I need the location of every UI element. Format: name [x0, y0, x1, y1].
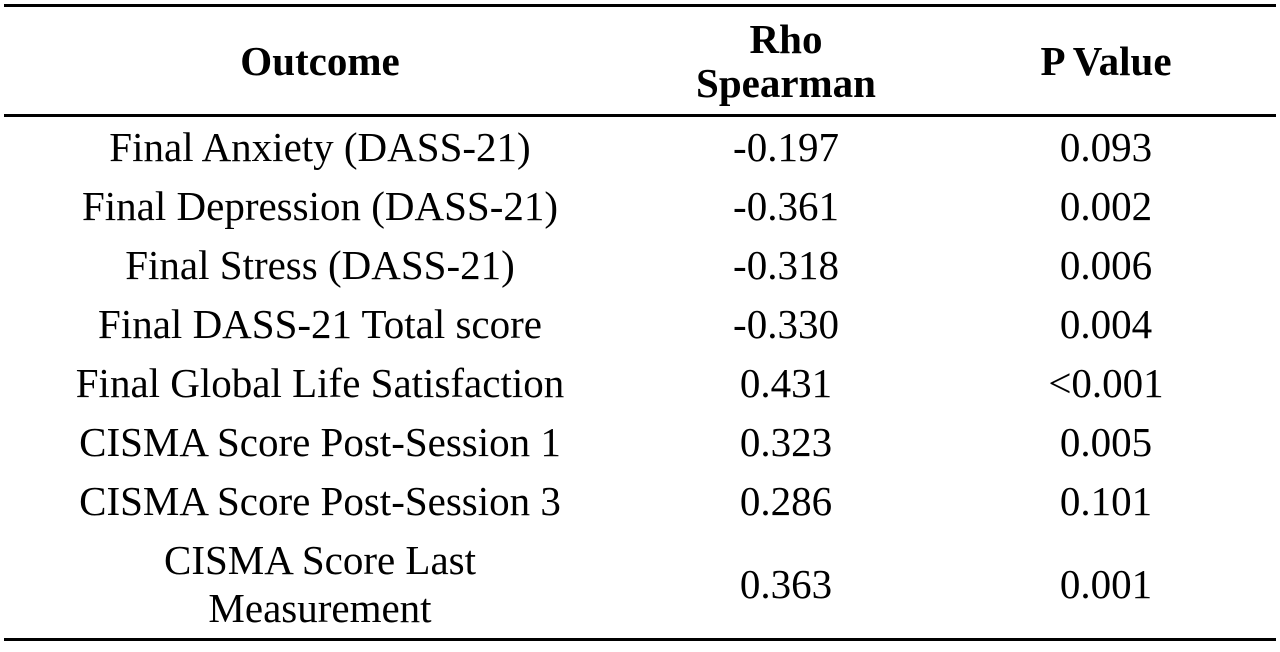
cell-p-value: 0.101: [1059, 477, 1153, 524]
cell-rho: 0.286: [739, 477, 833, 524]
cell-outcome: CISMA Score Post-Session 3: [79, 477, 561, 524]
cell-rho: 0.431: [739, 359, 833, 406]
header-rho-line1: Rho: [749, 15, 823, 62]
table-row: Final Anxiety (DASS-21) -0.197 0.093: [4, 116, 1276, 177]
cell-outcome: Final DASS-21 Total score: [98, 300, 542, 347]
cell-outcome-line1: CISMA Score Last: [163, 537, 477, 583]
results-table-container: Outcome Rho Spearman P Value Final Anxie…: [4, 4, 1276, 641]
table-row: Final Depression (DASS-21) -0.361 0.002: [4, 176, 1276, 235]
cell-outcome-line2: Measurement: [208, 585, 432, 631]
table-row: Final DASS-21 Total score -0.330 0.004: [4, 294, 1276, 353]
table-row: CISMA Score Post-Session 1 0.323 0.005: [4, 412, 1276, 471]
header-p-value: P Value: [936, 4, 1276, 117]
table-row: CISMA Score Last Measurement 0.363 0.001: [4, 530, 1276, 641]
header-rho-spearman: Rho Spearman: [636, 4, 936, 117]
cell-outcome: CISMA Score Last Measurement: [4, 530, 636, 641]
cell-p-value: 0.005: [1059, 418, 1153, 465]
table-row: Final Stress (DASS-21) -0.318 0.006: [4, 235, 1276, 294]
cell-rho: -0.318: [733, 241, 839, 288]
cell-outcome: Final Anxiety (DASS-21): [109, 123, 531, 170]
cell-rho: 0.363: [636, 530, 936, 641]
cell-p-value: 0.004: [1059, 300, 1153, 347]
cell-p-value: 0.093: [1059, 123, 1153, 170]
cell-p-value: 0.002: [1059, 182, 1153, 229]
cell-outcome: Final Depression (DASS-21): [81, 182, 559, 229]
cell-p-value: <0.001: [1048, 359, 1164, 406]
cell-rho: 0.323: [739, 418, 833, 465]
cell-outcome: CISMA Score Post-Session 1: [79, 418, 561, 465]
table-row: Final Global Life Satisfaction 0.431 <0.…: [4, 353, 1276, 412]
header-rho-line2: Spearman: [696, 59, 876, 106]
header-row: Outcome Rho Spearman P Value: [4, 4, 1276, 117]
spearman-correlation-table: Outcome Rho Spearman P Value Final Anxie…: [4, 4, 1276, 641]
cell-outcome: Final Global Life Satisfaction: [75, 359, 565, 406]
cell-outcome: Final Stress (DASS-21): [125, 241, 515, 288]
cell-p-value: 0.006: [1059, 241, 1153, 288]
cell-p-value: 0.001: [936, 530, 1276, 641]
table-header: Outcome Rho Spearman P Value: [4, 4, 1276, 117]
header-outcome: Outcome: [4, 4, 636, 117]
table-body: Final Anxiety (DASS-21) -0.197 0.093 Fin…: [4, 116, 1276, 641]
cell-rho: -0.361: [733, 182, 839, 229]
cell-rho: -0.197: [733, 123, 839, 170]
table-row: CISMA Score Post-Session 3 0.286 0.101: [4, 471, 1276, 530]
cell-rho: -0.330: [733, 300, 839, 347]
